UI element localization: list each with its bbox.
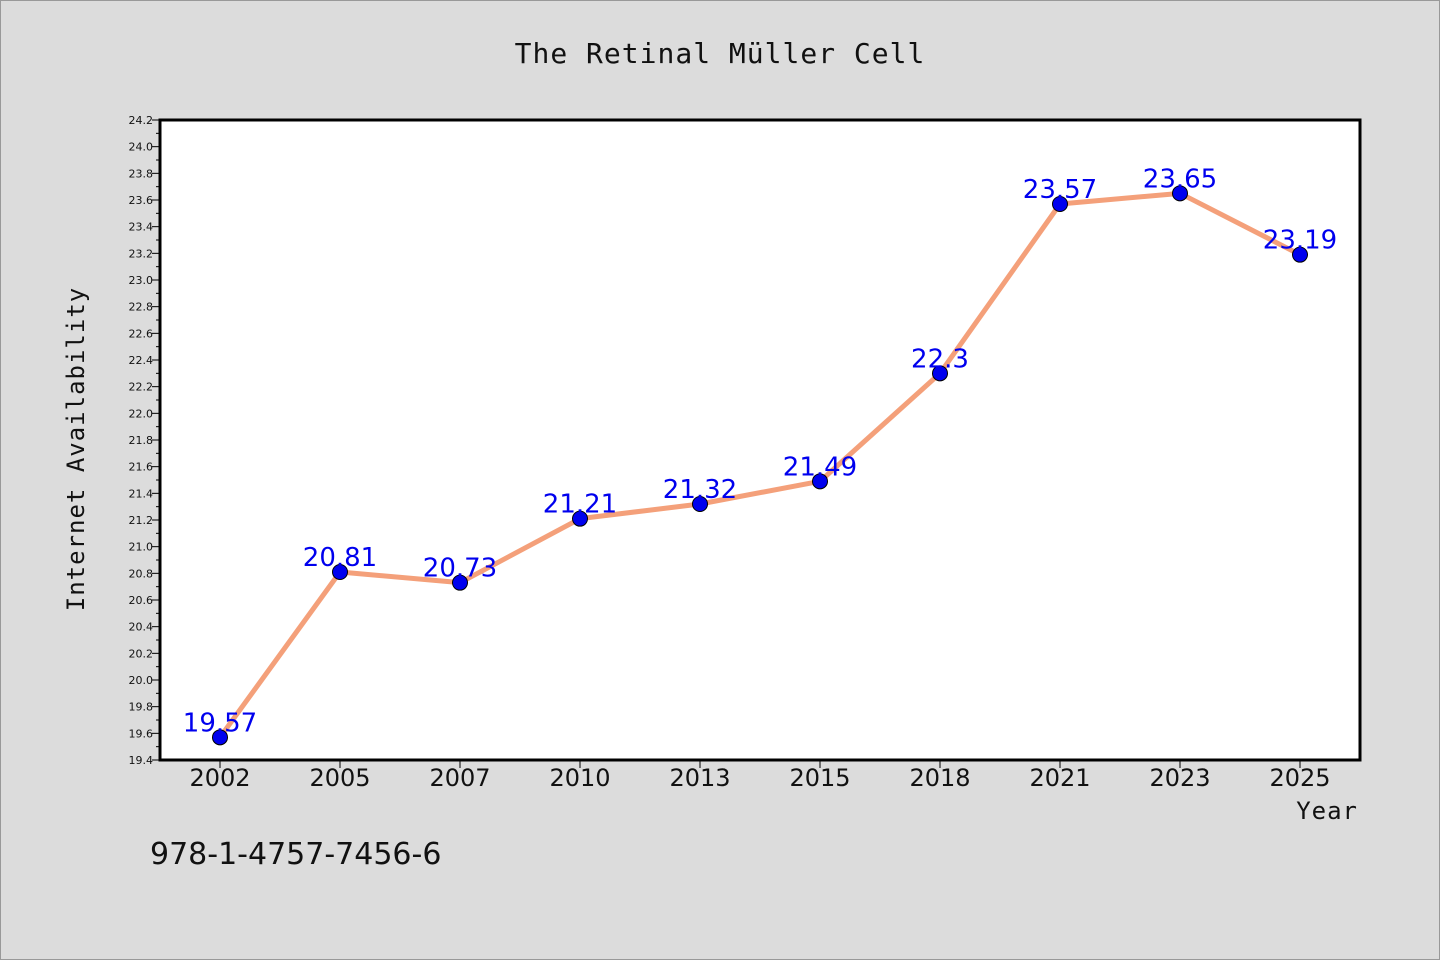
y-tick-label: 21.8 xyxy=(129,434,154,447)
series-layer xyxy=(212,185,1308,746)
y-tick-label: 21.2 xyxy=(129,514,154,527)
x-tick-label: 2010 xyxy=(549,764,610,792)
y-tick-label: 24.2 xyxy=(129,114,154,127)
x-tick-label: 2013 xyxy=(669,764,730,792)
data-label: 19.57 xyxy=(183,708,257,738)
x-tick-label: 2015 xyxy=(789,764,850,792)
data-point xyxy=(1172,185,1188,202)
data-label: 21.21 xyxy=(543,490,617,520)
y-tick-label: 20.6 xyxy=(129,594,154,607)
data-label: 21.49 xyxy=(783,452,857,482)
data-label: 23.19 xyxy=(1263,226,1337,256)
x-tick-label: 2005 xyxy=(309,764,370,792)
y-tick-label: 19.6 xyxy=(129,727,154,740)
isbn-text: 978-1-4757-7456-6 xyxy=(150,837,441,872)
data-point xyxy=(212,729,228,746)
y-tick-label: 19.8 xyxy=(129,701,154,714)
x-tick-label: 2025 xyxy=(1269,764,1330,792)
plot-area xyxy=(158,118,1362,762)
y-tick-label: 23.0 xyxy=(129,274,154,287)
y-tick-label: 23.2 xyxy=(129,247,154,260)
y-axis-label: Internet Availability xyxy=(62,287,90,611)
x-tick-label: 2023 xyxy=(1149,764,1210,792)
x-axis-label: Year xyxy=(1296,797,1358,825)
y-tick-label: 19.4 xyxy=(129,754,154,767)
y-tick-label: 22.4 xyxy=(129,354,154,367)
y-tick-label: 22.8 xyxy=(129,301,154,314)
y-tick-label: 23.8 xyxy=(129,167,154,180)
data-label: 20.81 xyxy=(303,543,377,573)
data-point xyxy=(932,365,948,382)
data-point xyxy=(692,496,708,512)
y-tick-label: 20.4 xyxy=(129,621,154,634)
x-tick-label: 2018 xyxy=(909,764,970,792)
data-label: 23.65 xyxy=(1143,164,1217,194)
y-tick-label: 20.2 xyxy=(129,647,154,660)
data-point xyxy=(1052,196,1068,212)
y-axis: 19.4 19.6 19.8 20.0 20.2 20.4 20.6 20.8 21.0 21.2… xyxy=(129,114,160,767)
y-tick-label: 20.0 xyxy=(129,674,154,687)
data-point xyxy=(332,564,348,580)
data-label: 20.73 xyxy=(423,554,497,584)
y-tick-label: 22.0 xyxy=(129,407,154,420)
y-tick-label: 23.6 xyxy=(129,194,154,207)
y-tick-label: 22.2 xyxy=(129,381,154,394)
y-tick-label: 21.6 xyxy=(129,461,154,474)
data-point xyxy=(1292,246,1308,263)
y-tick-label: 24.0 xyxy=(129,141,154,154)
y-tick-label: 20.8 xyxy=(129,567,154,580)
data-point xyxy=(812,473,828,490)
y-tick-label: 23.4 xyxy=(129,221,154,234)
data-label: 21.32 xyxy=(663,475,737,505)
x-tick-label: 2007 xyxy=(429,764,490,792)
x-tick-label: 2021 xyxy=(1029,764,1090,792)
data-point xyxy=(452,574,468,591)
series-line xyxy=(217,190,1303,740)
x-tick-label: 2002 xyxy=(189,764,250,792)
y-tick-label: 21.4 xyxy=(129,487,154,500)
data-point xyxy=(572,510,588,527)
chart-title: The Retinal Müller Cell xyxy=(515,37,926,70)
data-label: 22.3 xyxy=(911,344,969,374)
x-axis: 2002 2005 2007 2010 2013 2015 2018 2021 2023 2025 xyxy=(189,760,1331,792)
y-tick-label: 21.0 xyxy=(129,541,154,554)
data-labels: 19.57 20.81 20.73 21.21 21.32 21.49 22.3 23.57 2… xyxy=(183,164,1337,738)
y-tick-label: 22.6 xyxy=(129,327,154,340)
data-label: 23.57 xyxy=(1023,175,1097,205)
